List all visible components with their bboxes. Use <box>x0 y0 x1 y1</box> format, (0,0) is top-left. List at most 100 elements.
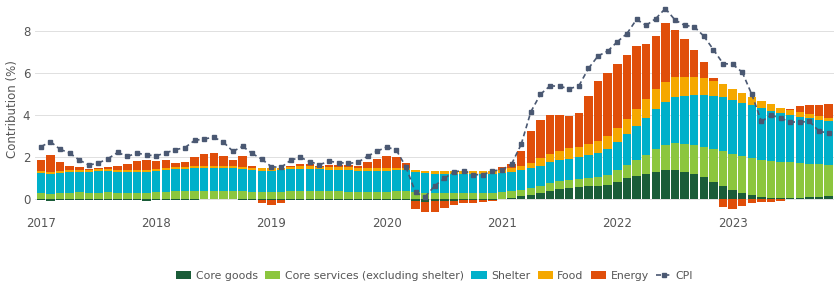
Bar <box>239 167 247 169</box>
Bar <box>382 171 391 192</box>
Bar <box>498 173 507 192</box>
Bar <box>412 201 420 209</box>
Bar <box>786 162 795 198</box>
Bar <box>507 169 516 172</box>
Bar <box>248 166 256 168</box>
Bar <box>690 145 698 174</box>
Bar <box>594 153 602 177</box>
Bar <box>431 193 439 200</box>
Bar <box>824 118 833 121</box>
Bar <box>459 193 468 200</box>
Bar <box>748 195 756 200</box>
Bar <box>585 155 593 178</box>
Bar <box>488 193 496 200</box>
Bar <box>603 73 612 136</box>
Bar <box>209 166 218 168</box>
Bar <box>555 189 564 200</box>
Bar <box>795 117 804 163</box>
Bar <box>555 151 564 160</box>
Bar <box>815 116 823 120</box>
Bar <box>113 169 122 172</box>
Bar <box>55 162 65 171</box>
Bar <box>219 166 228 168</box>
Bar <box>161 168 170 170</box>
Bar <box>633 176 641 200</box>
Bar <box>354 171 362 192</box>
Bar <box>431 171 439 173</box>
Bar <box>786 109 795 110</box>
Bar <box>700 61 708 79</box>
Bar <box>228 169 237 191</box>
Bar <box>373 159 381 168</box>
Bar <box>594 186 602 200</box>
Bar <box>200 191 208 200</box>
Bar <box>585 95 593 144</box>
Bar <box>113 193 122 200</box>
Bar <box>325 191 333 200</box>
Bar <box>507 164 516 169</box>
Bar <box>152 192 160 200</box>
Bar <box>46 155 55 172</box>
Bar <box>392 191 401 200</box>
Bar <box>55 173 65 193</box>
Bar <box>719 200 727 207</box>
Bar <box>104 169 113 171</box>
Bar <box>219 191 228 200</box>
Bar <box>440 200 449 201</box>
Bar <box>776 200 785 201</box>
Bar <box>488 174 496 193</box>
Bar <box>315 191 323 200</box>
Bar <box>104 193 113 200</box>
Bar <box>565 180 574 188</box>
Bar <box>738 156 747 193</box>
Bar <box>66 166 74 170</box>
Bar <box>680 144 689 172</box>
Bar <box>373 168 381 171</box>
Bar <box>315 166 323 167</box>
Bar <box>738 93 747 103</box>
Bar <box>613 128 622 142</box>
Bar <box>209 191 218 199</box>
Bar <box>507 191 516 198</box>
Bar <box>363 171 372 192</box>
Bar <box>728 190 737 200</box>
Bar <box>642 44 650 99</box>
Bar <box>806 114 814 118</box>
Bar <box>585 178 593 186</box>
Bar <box>536 166 544 185</box>
Bar <box>622 178 631 200</box>
Bar <box>104 171 113 193</box>
Bar <box>555 160 564 181</box>
Bar <box>431 200 439 201</box>
Bar <box>133 170 141 172</box>
Bar <box>767 110 775 161</box>
Bar <box>248 170 256 192</box>
Bar <box>421 200 429 202</box>
Bar <box>815 164 823 197</box>
Bar <box>622 55 631 118</box>
Bar <box>181 161 189 167</box>
Bar <box>382 156 391 168</box>
Bar <box>642 99 650 118</box>
Bar <box>75 193 83 200</box>
Bar <box>594 141 602 153</box>
Bar <box>412 200 420 201</box>
Bar <box>719 186 727 200</box>
Bar <box>334 170 343 191</box>
Bar <box>536 185 544 193</box>
Bar <box>402 191 410 200</box>
Bar <box>565 159 574 180</box>
Bar <box>449 193 458 200</box>
Bar <box>440 173 449 193</box>
Bar <box>757 160 765 197</box>
Bar <box>277 168 286 170</box>
Bar <box>690 95 698 145</box>
Bar <box>517 166 526 170</box>
Bar <box>123 169 132 172</box>
Bar <box>652 172 660 200</box>
Bar <box>680 172 689 200</box>
Bar <box>622 118 631 134</box>
Bar <box>171 169 180 191</box>
Bar <box>536 193 544 200</box>
Bar <box>85 170 93 172</box>
